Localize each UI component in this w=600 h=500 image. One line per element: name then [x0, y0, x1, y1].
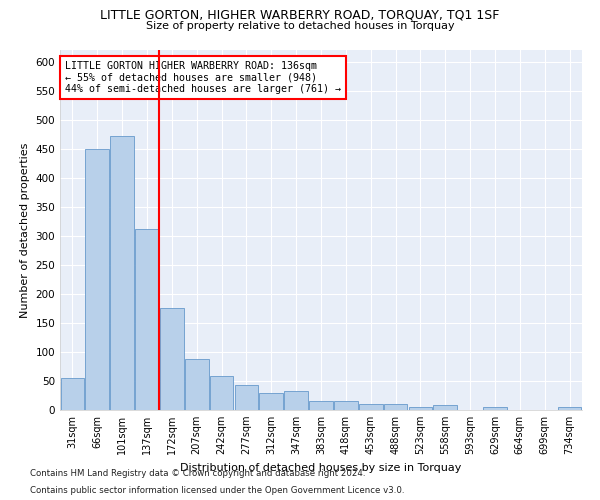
Bar [85, 148, 109, 410]
X-axis label: Distribution of detached houses by size in Torquay: Distribution of detached houses by size … [181, 462, 461, 472]
Bar [433, 406, 457, 410]
Bar [359, 404, 383, 410]
Bar [483, 407, 507, 410]
Bar [384, 404, 407, 410]
Bar [284, 392, 308, 410]
Bar [160, 308, 184, 410]
Y-axis label: Number of detached properties: Number of detached properties [20, 142, 30, 318]
Bar [309, 402, 333, 410]
Text: LITTLE GORTON HIGHER WARBERRY ROAD: 136sqm
← 55% of detached houses are smaller : LITTLE GORTON HIGHER WARBERRY ROAD: 136s… [65, 61, 341, 94]
Text: Size of property relative to detached houses in Torquay: Size of property relative to detached ho… [146, 21, 454, 31]
Bar [409, 406, 432, 410]
Bar [259, 392, 283, 410]
Text: Contains HM Land Registry data © Crown copyright and database right 2024.: Contains HM Land Registry data © Crown c… [30, 468, 365, 477]
Bar [135, 230, 159, 410]
Text: LITTLE GORTON, HIGHER WARBERRY ROAD, TORQUAY, TQ1 1SF: LITTLE GORTON, HIGHER WARBERRY ROAD, TOR… [100, 9, 500, 22]
Bar [110, 136, 134, 410]
Text: Contains public sector information licensed under the Open Government Licence v3: Contains public sector information licen… [30, 486, 404, 495]
Bar [185, 359, 209, 410]
Bar [558, 407, 581, 410]
Bar [61, 378, 84, 410]
Bar [235, 385, 258, 410]
Bar [334, 402, 358, 410]
Bar [210, 376, 233, 410]
